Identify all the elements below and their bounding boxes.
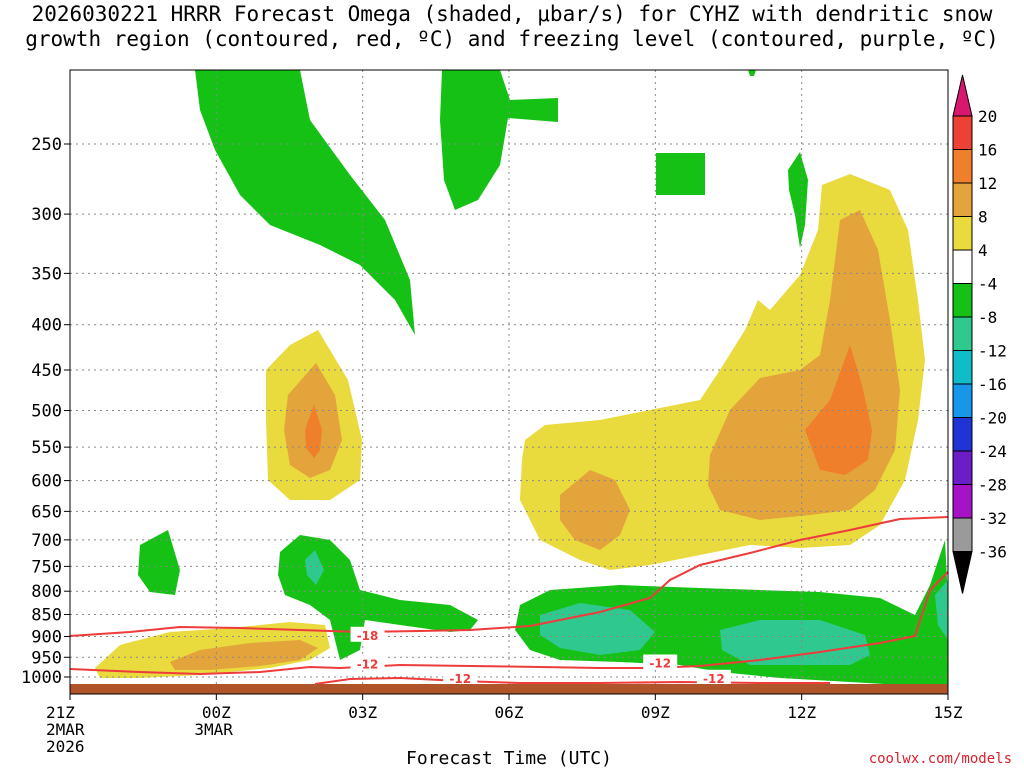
y-tick-label: 350 bbox=[31, 264, 62, 284]
colorbar-label: 8 bbox=[978, 208, 988, 227]
omega-area-orange-light bbox=[170, 640, 318, 670]
y-tick-label: 1000 bbox=[21, 668, 62, 688]
omega-area-green bbox=[195, 70, 415, 335]
x-tick-label: 12Z bbox=[787, 703, 816, 722]
y-tick-label: 550 bbox=[31, 438, 62, 458]
x-tick-label: 3MAR bbox=[194, 720, 233, 739]
colorbar-swatch bbox=[952, 316, 973, 351]
colorbar-label: 4 bbox=[978, 241, 988, 260]
x-tick-label: 00Z bbox=[202, 703, 231, 722]
x-tick-label: 15Z bbox=[934, 703, 963, 722]
colorbar-swatch bbox=[952, 350, 973, 385]
x-tick-label: 21Z bbox=[46, 703, 75, 722]
x-tick-label: 2MAR bbox=[46, 720, 85, 739]
colorbar-label: 20 bbox=[978, 107, 997, 126]
colorbar-swatch bbox=[952, 450, 973, 485]
chart-title-line2: growth region (contoured, red, ºC) and f… bbox=[25, 27, 999, 51]
y-tick-label: 500 bbox=[31, 402, 62, 422]
x-tick-label: 09Z bbox=[641, 703, 670, 722]
colorbar-swatch bbox=[952, 417, 973, 452]
contour-labels: -18 -12 -12 -12 -12 bbox=[350, 626, 731, 686]
colorbar-bottom-triangle bbox=[952, 551, 973, 594]
colorbar-swatch bbox=[952, 115, 973, 150]
y-axis: 2503003504004505005506006507007508008509… bbox=[21, 135, 70, 688]
colorbar-swatch bbox=[952, 484, 973, 519]
colorbar-label: -16 bbox=[978, 375, 1007, 394]
y-tick-label: 800 bbox=[31, 582, 62, 602]
chart-title-line1: 2026030221 HRRR Forecast Omega (shaded, … bbox=[31, 2, 993, 26]
colorbar-swatch bbox=[952, 216, 973, 251]
colorbar-label: -20 bbox=[978, 409, 1007, 428]
y-tick-label: 900 bbox=[31, 627, 62, 647]
x-tick-label: 06Z bbox=[495, 703, 524, 722]
colorbar-label: 12 bbox=[978, 174, 997, 193]
contour-label: -12 bbox=[649, 657, 671, 671]
y-tick-label: 750 bbox=[31, 557, 62, 577]
colorbar-swatch bbox=[952, 149, 973, 184]
y-tick-label: 600 bbox=[31, 472, 62, 492]
omega-area-teal bbox=[540, 603, 655, 655]
terrain-strip bbox=[70, 684, 948, 694]
omega-area-green bbox=[440, 70, 558, 210]
contour-line bbox=[69, 571, 949, 676]
y-tick-label: 250 bbox=[31, 135, 62, 155]
y-tick-label: 950 bbox=[31, 648, 62, 668]
y-tick-label: 400 bbox=[31, 316, 62, 336]
isotherm-contours bbox=[69, 516, 949, 685]
contour-label-bg bbox=[350, 655, 385, 671]
contour-label: -12 bbox=[703, 672, 725, 686]
y-tick-label: 850 bbox=[31, 606, 62, 626]
grid-lines bbox=[70, 70, 948, 694]
colorbar-label: 16 bbox=[978, 141, 997, 160]
contour-label-bg bbox=[643, 654, 678, 670]
contour-label-bg bbox=[696, 669, 731, 685]
colorbar-swatch bbox=[952, 383, 973, 418]
y-tick-label: 700 bbox=[31, 531, 62, 551]
y-tick-label: 650 bbox=[31, 502, 62, 522]
contour-line bbox=[69, 516, 949, 637]
omega-area-orange-light bbox=[560, 470, 630, 550]
contour-line bbox=[314, 676, 830, 685]
y-tick-label: 300 bbox=[31, 205, 62, 225]
omega-area-teal bbox=[935, 580, 948, 640]
colorbar-swatch bbox=[952, 517, 973, 552]
omega-area-orange bbox=[305, 405, 322, 458]
credit-label: coolwx.com/models bbox=[869, 751, 1012, 767]
colorbar-label: -32 bbox=[978, 509, 1007, 528]
x-tick-label: 03Z bbox=[348, 703, 377, 722]
omega-area-green bbox=[748, 70, 756, 76]
colorbar-swatch bbox=[952, 182, 973, 217]
colorbar: 20 16 12 8 4 -4 -8 -12 -16 -20 -24 -28 -32 -36 bbox=[952, 74, 1007, 594]
omega-area-teal bbox=[305, 550, 324, 585]
contour-label: -12 bbox=[357, 657, 379, 671]
colorbar-label: -24 bbox=[978, 442, 1007, 461]
colorbar-swatch bbox=[952, 283, 973, 318]
colorbar-label: -28 bbox=[978, 476, 1007, 495]
omega-area-green bbox=[656, 153, 705, 195]
contour-label: -12 bbox=[449, 672, 471, 686]
x-axis-label: Forecast Time (UTC) bbox=[406, 748, 612, 768]
omega-area-green bbox=[788, 152, 808, 248]
omega-area-teal bbox=[720, 620, 870, 665]
x-tick-label: 2026 bbox=[46, 737, 85, 756]
chart-title: 2026030221 HRRR Forecast Omega (shaded, … bbox=[0, 2, 1024, 52]
contour-label-bg bbox=[350, 626, 385, 642]
colorbar-label: -36 bbox=[978, 543, 1007, 562]
omega-area-green bbox=[138, 530, 180, 595]
colorbar-label: -8 bbox=[978, 308, 997, 327]
colorbar-label: -12 bbox=[978, 342, 1007, 361]
colorbar-swatch bbox=[952, 249, 973, 284]
contour-label-bg bbox=[443, 669, 478, 685]
omega-shading bbox=[95, 70, 948, 685]
contour-label: -18 bbox=[357, 629, 379, 643]
colorbar-label: -4 bbox=[978, 275, 997, 294]
colorbar-top-triangle bbox=[952, 74, 973, 117]
y-tick-label: 450 bbox=[31, 361, 62, 381]
